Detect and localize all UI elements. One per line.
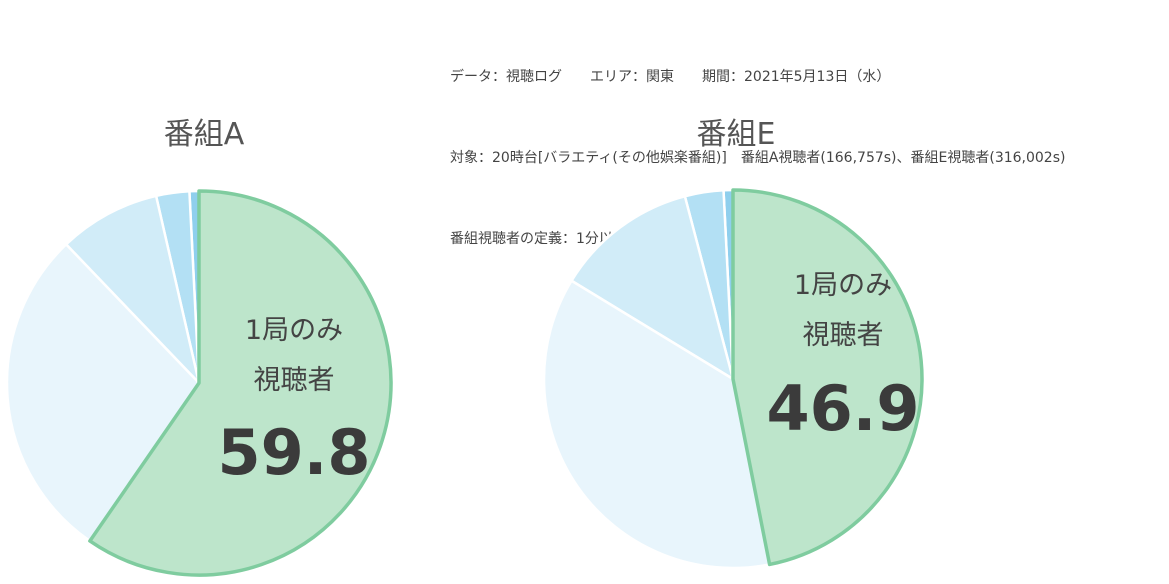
center-label-line2-a: 視聴者: [254, 365, 335, 396]
pie-slice-a-2: [5, 243, 201, 543]
pie-slice-e-2: [542, 279, 771, 570]
center-value-a: 59.8: [218, 416, 371, 489]
center-label-line1-e: 1局のみ: [794, 270, 892, 301]
center-value-e: 46.9: [767, 372, 920, 445]
pie-slices-a: [5, 189, 393, 577]
pie-slice-a-3: [64, 194, 201, 385]
pie-chart-a: 番組A 1局のみ 視聴者 59.8: [5, 117, 393, 577]
meta-line-data: データ：視聴ログ エリア：関東 期間：2021年5月13日（水）: [450, 69, 891, 85]
chart-title-e: 番組E: [697, 117, 776, 152]
pie-slice-a-1: [88, 189, 393, 577]
center-label-line1-a: 1局のみ: [245, 315, 343, 346]
meta-line-target: 対象：20時台[バラエティ(その他娯楽番組)] 番組A視聴者(166,757s)…: [450, 150, 1066, 166]
pie-slice-e-1: [731, 188, 924, 567]
pie-slice-e-3: [570, 194, 735, 381]
pie-slices-e: [542, 188, 924, 570]
center-label-line2-e: 視聴者: [803, 320, 884, 351]
pie-chart-e: 番組E 1局のみ 視聴者 46.9: [542, 117, 924, 570]
chart-title-a: 番組A: [164, 117, 245, 152]
